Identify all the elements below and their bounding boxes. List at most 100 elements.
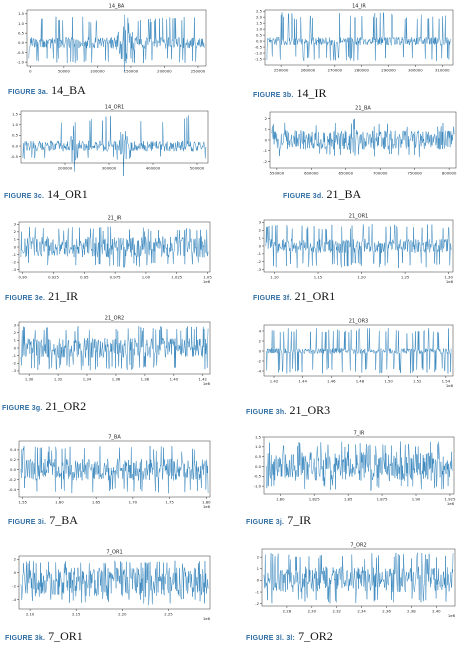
plot-frame — [18, 555, 211, 610]
y-tick-label: 1.0 — [256, 26, 263, 31]
figure-label: FIGURE 3h. — [246, 409, 287, 416]
x-tick-label: 2.38 — [407, 609, 416, 614]
x-tick-label: 1.34 — [83, 377, 92, 382]
x-tick-label: 2.36 — [382, 609, 391, 614]
figure-caption: FIGURE 3f. 21_OR1 — [253, 287, 335, 305]
x-tick-label: 50000 — [58, 69, 71, 74]
x-tick-label: 1.40 — [170, 377, 179, 382]
x-tick-label: 1.32 — [54, 377, 63, 382]
chart-title: 14_OR1 — [105, 105, 124, 111]
figure-caption: FIGURE 3i. 7_BA — [8, 511, 78, 529]
x-tick-label: 1.10 — [270, 275, 279, 280]
x-tick-label: 1.42 — [270, 379, 279, 384]
x-tick-label: 1.25 — [401, 275, 410, 280]
signal-series — [263, 552, 454, 604]
x-tick-label: 1.42 — [199, 377, 208, 382]
chart-title: 7_BA — [108, 435, 121, 441]
x-tick-label: 1.46 — [327, 379, 336, 384]
plot-frame — [26, 9, 207, 67]
y-tick-label: 0.0 — [10, 467, 17, 472]
plot-frame — [264, 9, 454, 66]
y-tick-label: 2 — [14, 330, 17, 335]
x-tick-label: 500000 — [190, 166, 205, 171]
x-tick-label: 1.75 — [165, 500, 174, 505]
x-tick-label: 1.52 — [413, 379, 422, 384]
x-tick-label: 400000 — [146, 166, 161, 171]
x-offset-label: 1e6 — [448, 613, 456, 618]
figure-name: 7_BA — [49, 513, 78, 527]
x-tick-label: 2.28 — [283, 609, 292, 614]
x-tick-label: 1.36 — [112, 377, 121, 382]
x-tick-label: 200000 — [58, 166, 73, 171]
x-tick-label: 1.825 — [309, 497, 320, 502]
y-tick-label: 0.0 — [256, 38, 263, 43]
x-tick-label: 1.44 — [298, 379, 307, 384]
x-tick-label: 1.60 — [55, 500, 64, 505]
y-tick-label: 1 — [14, 237, 17, 242]
y-tick-label: 0 — [14, 345, 17, 350]
figure-caption: FIGURE 3c. 14_OR1 — [4, 185, 88, 203]
chart-14-or1: 14_OR1 200000 300000 400000 500000 -0.5 0.0 0.5… — [11, 105, 209, 176]
plot-frame — [18, 440, 211, 498]
chart-title: 21_OR3 — [349, 319, 368, 325]
figure-name: 14_IR — [296, 86, 327, 100]
x-tick-label: 1.55 — [18, 500, 27, 505]
chart-title: 7_IR — [354, 431, 365, 437]
x-tick-label: 1.925 — [444, 497, 455, 502]
y-tick-label: 2.5 — [256, 8, 263, 13]
x-tick-label: 650000 — [339, 171, 354, 176]
x-tick-label: 1.30 — [444, 275, 453, 280]
figure-label: FIGURE 3b. — [253, 92, 294, 99]
y-tick-label: -3 — [257, 267, 261, 272]
y-tick-label: 1.5 — [256, 20, 263, 25]
y-tick-label: -1 — [12, 252, 16, 257]
x-tick-label: 1.90 — [412, 497, 421, 502]
x-tick-label: 1.85 — [344, 497, 353, 502]
signal-series — [20, 560, 209, 605]
y-tick-label: -3 — [12, 267, 16, 272]
chart-title: 7_OR2 — [350, 543, 366, 549]
chart-title: 21_BA — [355, 106, 371, 112]
signal-series — [20, 445, 209, 494]
y-tick-label: 1.0 — [12, 122, 19, 127]
chart-21-or2: 21_OR2 1.30 1.32 1.34 1.36 1.38 1.40 1.42 -3 -2 -1… — [12, 316, 211, 387]
chart-title: 21_OR2 — [105, 316, 124, 322]
chart-title: 14_IR — [352, 4, 366, 10]
x-tick-label: 300000 — [102, 166, 117, 171]
y-tick-label: 0.5 — [12, 133, 19, 138]
y-tick-label: -2 — [257, 358, 261, 363]
figure-label: FIGURE 3l. 3l: — [246, 635, 296, 642]
y-tick-label: 0 — [259, 243, 262, 248]
figure-caption: FIGURE 3h. 21_OR3 — [246, 401, 330, 419]
y-tick-label: 4 — [259, 328, 262, 333]
signal-series — [265, 441, 453, 491]
chart-title: 21_OR1 — [349, 214, 368, 220]
y-tick-label: 3 — [259, 220, 262, 225]
y-tick-label: -2 — [255, 601, 259, 606]
x-tick-label: 0.975 — [110, 275, 121, 280]
x-tick-label: 2.10 — [26, 612, 35, 617]
y-tick-label: 2 — [14, 229, 17, 234]
x-tick-label: 0.90 — [18, 275, 27, 280]
x-offset-label: 1e6 — [446, 383, 454, 388]
y-tick-label: -2 — [263, 159, 267, 164]
x-offset-label: 1e6 — [203, 381, 211, 386]
y-tick-label: 0 — [259, 348, 262, 353]
x-tick-label: 200000 — [157, 69, 172, 74]
y-tick-label: 1.0 — [18, 21, 25, 26]
y-tick-label: -1 — [12, 353, 16, 358]
signal-series — [266, 11, 452, 62]
x-tick-label: 250000 — [274, 68, 289, 73]
x-tick-label: 1.48 — [356, 379, 365, 384]
plot-frame — [263, 436, 455, 495]
y-tick-label: 0.0 — [255, 464, 262, 469]
y-tick-label: -1 — [255, 589, 259, 594]
plot-frame — [263, 324, 454, 377]
y-tick-label: -1.0 — [254, 483, 262, 488]
y-tick-label: 2 — [265, 116, 268, 121]
figure-name: 21_IR — [48, 289, 79, 303]
y-tick-label: -0.4 — [9, 487, 17, 492]
chart-21-ir: 21_IR 0.90 0.925 0.95 0.975 1.00 1.025 1.05 -3 -2… — [12, 216, 212, 285]
x-tick-label: 1.54 — [442, 379, 451, 384]
y-tick-label: 0.0 — [18, 40, 25, 45]
